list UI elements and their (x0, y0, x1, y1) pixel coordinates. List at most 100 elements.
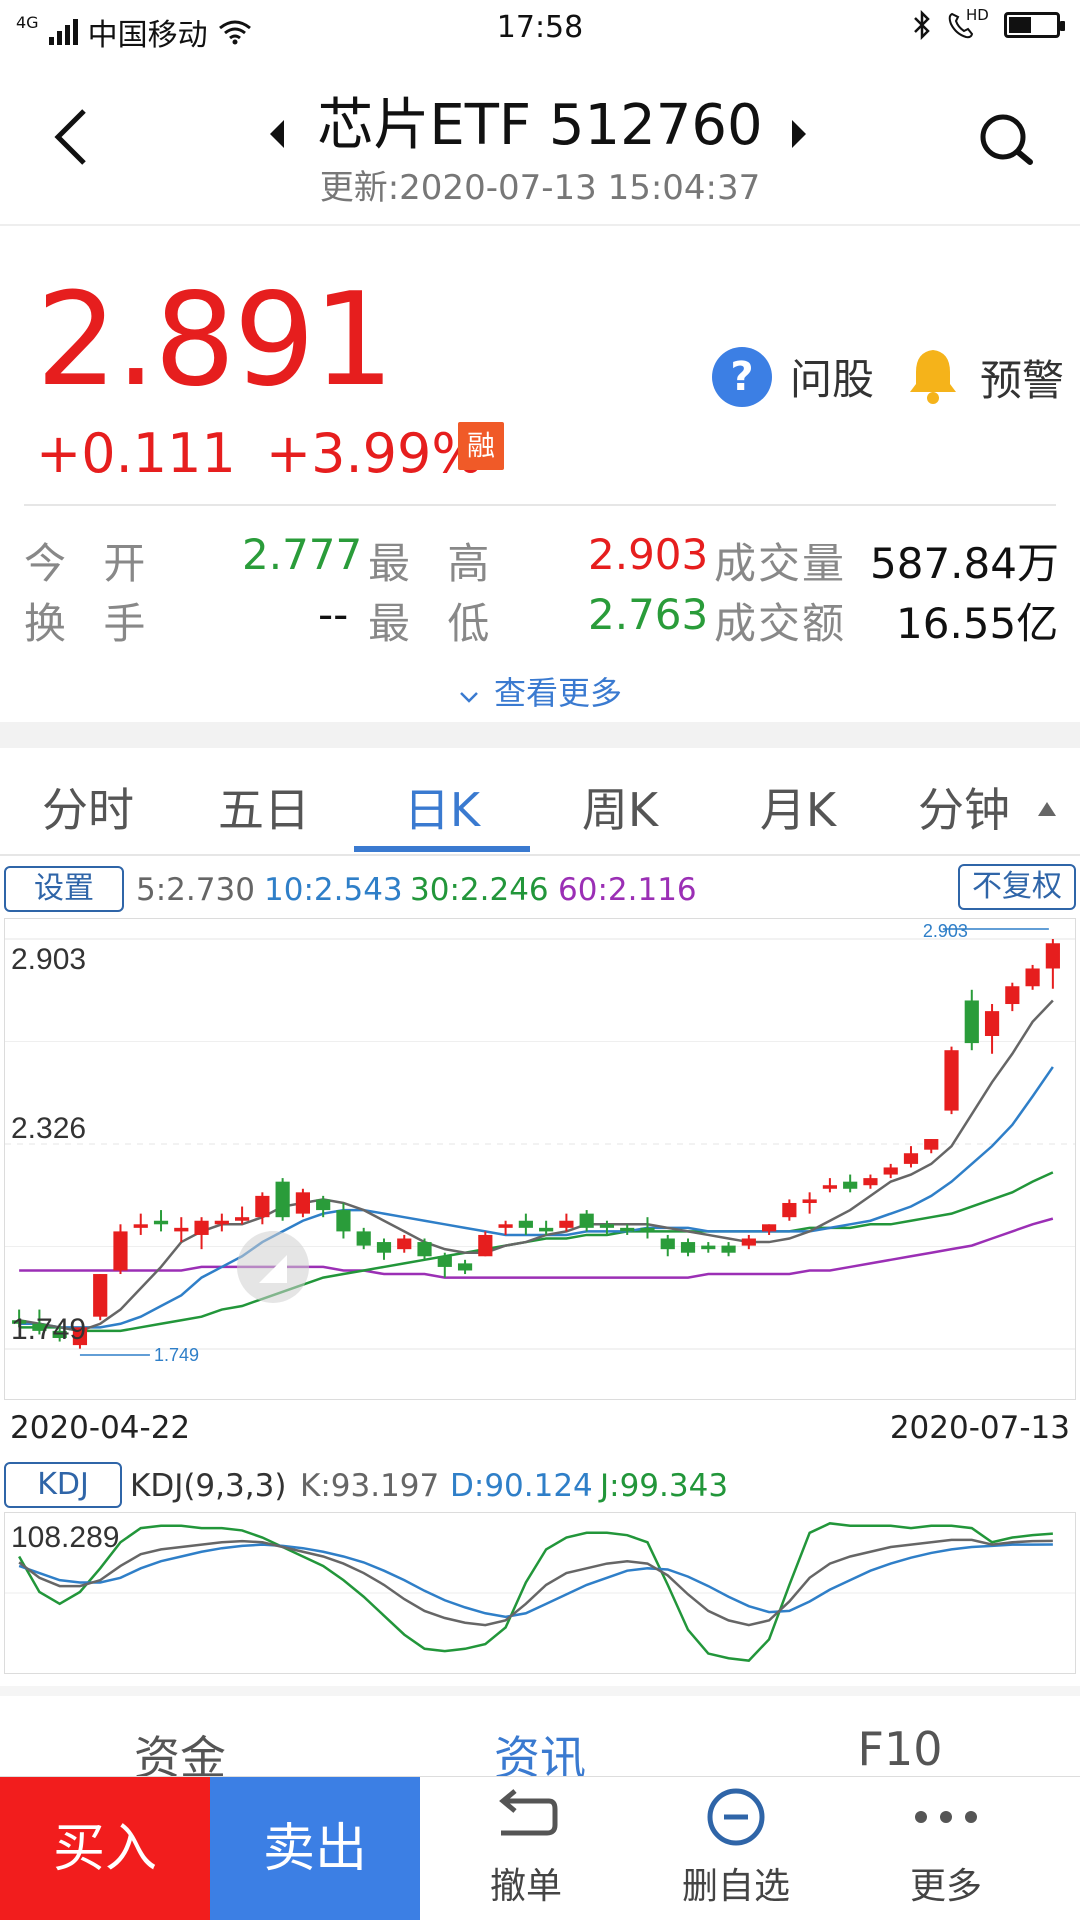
candle-body (559, 1220, 574, 1228)
more-button[interactable]: 更多 (836, 1777, 1056, 1920)
adjust-button[interactable]: 不复权 (958, 864, 1076, 910)
candle-body (1045, 943, 1060, 969)
amount-value: 16.55亿 (896, 599, 1059, 648)
candle-body (52, 1330, 67, 1338)
volume-label: 成交量 (714, 539, 847, 588)
last-price: 2.891 (36, 266, 394, 415)
candle-body (721, 1245, 736, 1253)
ma60-line (19, 1217, 1054, 1279)
ma5-line (18, 999, 1054, 1333)
status-left: 4G 中国移动 (16, 10, 252, 54)
tab-weekly-k[interactable]: 周K (581, 783, 659, 837)
divider (24, 504, 1056, 506)
low-marker-label: 1.749 (154, 1345, 199, 1365)
network-type: 4G (16, 12, 39, 32)
show-more-link[interactable]: 查看更多 (0, 668, 1080, 714)
dropdown-triangle-icon[interactable] (1038, 802, 1056, 816)
candle-body (93, 1274, 108, 1317)
stats-grid: 今 开 2.777 最 高 2.903 成交量 587.84万 换 手 -- 最… (0, 530, 1080, 660)
more-dots-icon (915, 1811, 977, 1823)
candle-body (701, 1245, 716, 1250)
more-label: 更多 (909, 1866, 982, 1907)
kdj-k-value: K:93.197 (300, 1468, 440, 1504)
zoom-button-bg (237, 1231, 309, 1303)
candle-body (964, 1000, 979, 1044)
candle-body (660, 1238, 675, 1250)
x-axis-dates: 2020-04-22 2020-07-13 (0, 1410, 1080, 1450)
candle-body (822, 1185, 837, 1189)
zoom-icon (259, 1255, 287, 1283)
change-percent: +3.99% (265, 422, 483, 485)
candle-body (640, 1227, 655, 1232)
candle-body (762, 1224, 777, 1232)
turnover-label: 换 手 (24, 599, 158, 648)
candle-body (397, 1238, 412, 1250)
candle-body (295, 1192, 310, 1214)
ask-label: 问股 (790, 355, 875, 404)
candle-body (944, 1050, 959, 1111)
tab-monthly-k[interactable]: 月K (759, 783, 837, 837)
carrier-name: 中国移动 (87, 18, 208, 53)
y-max-label: 2.903 (11, 943, 86, 976)
update-time: 更新:2020-07-13 15:04:37 (319, 168, 761, 208)
kdj-button[interactable]: KDJ (4, 1462, 122, 1508)
low-label: 最 低 (368, 599, 502, 648)
kdj-params: KDJ(9,3,3) (130, 1468, 287, 1504)
candle-body (32, 1323, 47, 1331)
x-start-date: 2020-04-22 (10, 1410, 191, 1446)
back-icon[interactable] (50, 106, 90, 178)
high-label: 最 高 (368, 539, 502, 588)
status-time: 17:58 (496, 10, 584, 45)
remove-watchlist-button[interactable]: 删自选 (626, 1777, 846, 1920)
cancel-order-button[interactable]: 撤单 (416, 1777, 636, 1920)
ma10-value: 10:2.543 (264, 872, 403, 908)
sell-button[interactable]: 卖出 (210, 1777, 420, 1920)
price-alert-button[interactable]: 预警 (904, 346, 1064, 408)
turnover-value: -- (318, 590, 349, 639)
candle-body (984, 1011, 1000, 1036)
battery-icon (1004, 12, 1065, 38)
page-title: 芯片ETF 512760 (317, 93, 763, 158)
chevron-down-icon (460, 692, 478, 703)
candle-body (457, 1263, 473, 1271)
candle-body (133, 1224, 148, 1228)
wifi-icon (218, 20, 251, 45)
kdj-chart[interactable]: 108.289 (4, 1512, 1076, 1674)
y-min-label: 1.749 (11, 1313, 86, 1346)
candle-body (579, 1213, 594, 1228)
kdj-j-value: J:99.343 (600, 1468, 729, 1504)
kline-chart[interactable]: 2.903 2.326 1.749 2.903 1.749 (4, 918, 1076, 1400)
candle-body (903, 1153, 919, 1164)
next-stock-icon[interactable] (790, 114, 808, 160)
open-label: 今 开 (24, 539, 158, 588)
candle-body (478, 1234, 493, 1257)
prev-stock-icon[interactable] (268, 114, 286, 160)
header: 芯片ETF 512760 更新:2020-07-13 15:04:37 (0, 56, 1080, 226)
tab-intraday[interactable]: 分时 (42, 783, 134, 837)
bottom-action-bar: 买入 卖出 撤单 删自选 更多 (0, 1776, 1080, 1920)
info-tabs: 资金 资讯 F10 (0, 1686, 1080, 1785)
status-right: HD (912, 6, 1065, 40)
ask-stock-button[interactable]: ? 问股 (712, 346, 874, 407)
ma-legend-bar: 设置 5:2.730 10:2.543 30:2.246 60:2.116 不复… (0, 864, 1080, 914)
ma60-value: 60:2.116 (558, 872, 697, 908)
buy-button[interactable]: 买入 (0, 1777, 210, 1920)
kline-svg: 2.903 2.326 1.749 2.903 1.749 (5, 921, 1075, 1365)
kdj-svg: 108.289 (5, 1521, 1075, 1662)
candle-body (12, 1320, 27, 1324)
settings-button[interactable]: 设置 (4, 866, 124, 912)
search-icon[interactable] (976, 110, 1036, 170)
low-value: 2.763 (588, 590, 709, 639)
candle-body (356, 1231, 371, 1246)
signal-icon (48, 19, 78, 45)
tab-five-day[interactable]: 五日 (218, 783, 310, 837)
tab-f10[interactable]: F10 (857, 1722, 943, 1776)
tab-daily-k[interactable]: 日K (403, 783, 481, 837)
ma30-value: 30:2.246 (410, 872, 549, 908)
candle-body (498, 1224, 513, 1228)
ma10-line (19, 1066, 1054, 1329)
candle-body (113, 1231, 128, 1271)
change-value: +0.111 (36, 422, 236, 485)
tab-minute[interactable]: 分钟 (918, 783, 1010, 837)
candle-body (336, 1210, 351, 1232)
